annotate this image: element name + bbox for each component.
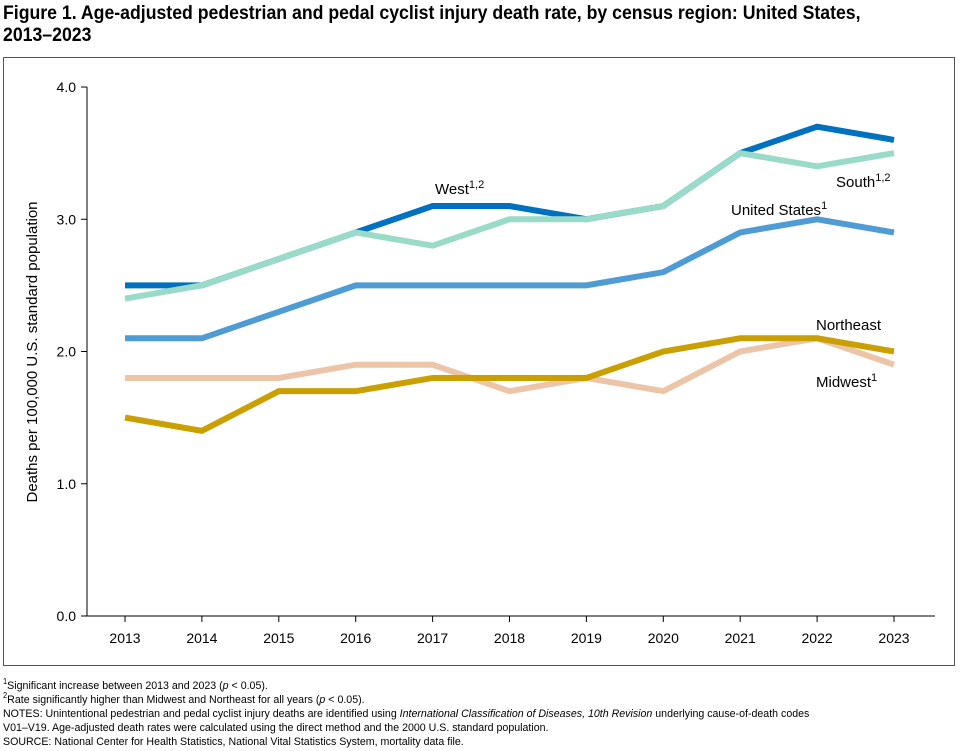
y-tick-label: 0.0 [57,608,77,624]
chart-frame [3,57,955,666]
footnote-1: 1Significant increase between 2013 and 2… [3,677,268,692]
x-tick-label: 2013 [109,630,140,646]
notes-text: NOTES: Unintentional pedestrian and peda… [3,708,810,721]
series-name: Midwest [816,374,872,391]
series-footnote-mark: 1,2 [875,172,890,184]
x-tick-label: 2017 [417,630,448,646]
series-footnote-mark: 1,2 [469,179,484,191]
series-label: South1,2 [836,172,891,191]
series-line-northeast [125,335,895,395]
notes-text-2: V01–V19. Age-adjusted death rates were c… [3,722,549,735]
series-footnote-mark: 1 [821,200,827,212]
series-label: United States1 [731,200,827,219]
chart-title: Figure 1. Age-adjusted pedestrian and pe… [3,3,861,46]
series-line-united-states [125,216,895,342]
series-label: Northeast [816,317,882,334]
y-tick-label: 4.0 [57,79,77,95]
x-tick-label: 2022 [802,630,833,646]
y-tick-label: 1.0 [57,476,77,492]
source-text: SOURCE: National Center for Health Stati… [3,736,464,749]
x-tick-label: 2015 [263,630,294,646]
axes: 0.0 1.0 2.0 3.0 4.0 2013 2014 2015 2016 2017 2018 2… [57,79,935,646]
y-axis-label: Deaths per 100,000 U.S. standard populat… [24,201,41,502]
series-name: Northeast [816,317,882,334]
series-name: West [435,181,470,198]
x-tick-label: 2021 [725,630,756,646]
series-line-south [124,149,895,302]
x-tick-label: 2023 [878,630,909,646]
x-tick-label: 2018 [494,630,525,646]
x-tick-label: 2014 [186,630,217,646]
series-line-midwest [124,335,895,434]
series-label: West1,2 [435,179,484,198]
series-lines [124,123,895,434]
footnotes: 1Significant increase between 2013 and 2… [3,677,952,749]
x-tick-label: 2020 [648,630,679,646]
series-label: Midwest1 [816,372,877,391]
series-name: South [836,174,875,191]
series-footnote-mark: 1 [871,372,877,384]
x-tick-label: 2016 [340,630,371,646]
x-tick-label: 2019 [571,630,602,646]
footnote-2: 2Rate significantly higher than Midwest … [3,691,365,707]
series-name: United States [731,202,821,219]
y-tick-label: 3.0 [57,211,77,227]
y-tick-label: 2.0 [57,344,77,360]
